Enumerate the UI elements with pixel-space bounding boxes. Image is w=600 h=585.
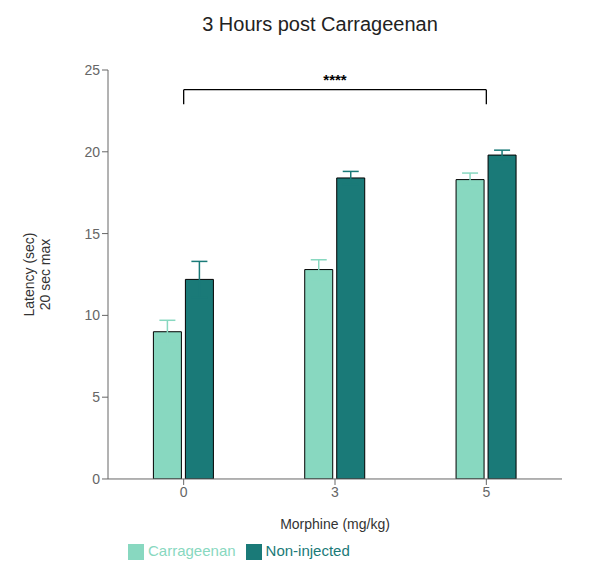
- html-text:Non-injected: Non-injected: [265, 542, 350, 559]
- html-text:Carrageenan: Carrageenan: [148, 542, 236, 559]
- svg-text:5: 5: [482, 484, 490, 500]
- svg-text:0: 0: [180, 484, 188, 500]
- svg-text:0: 0: [92, 471, 100, 487]
- svg-text:15: 15: [84, 226, 100, 242]
- html-text:3 Hours post Carrageenan: 3 Hours post Carrageenan: [202, 13, 438, 35]
- svg-text:10: 10: [84, 307, 100, 323]
- svg-text:5: 5: [92, 389, 100, 405]
- svg-text:20: 20: [84, 144, 100, 160]
- svg-text:3: 3: [331, 484, 339, 500]
- svg-text:Latency (sec)20 sec max: Latency (sec)20 sec max: [21, 232, 53, 316]
- svg-text:****: ****: [323, 71, 347, 88]
- svg-text:25: 25: [84, 62, 100, 78]
- svg-text:Morphine (mg/kg): Morphine (mg/kg): [280, 516, 390, 532]
